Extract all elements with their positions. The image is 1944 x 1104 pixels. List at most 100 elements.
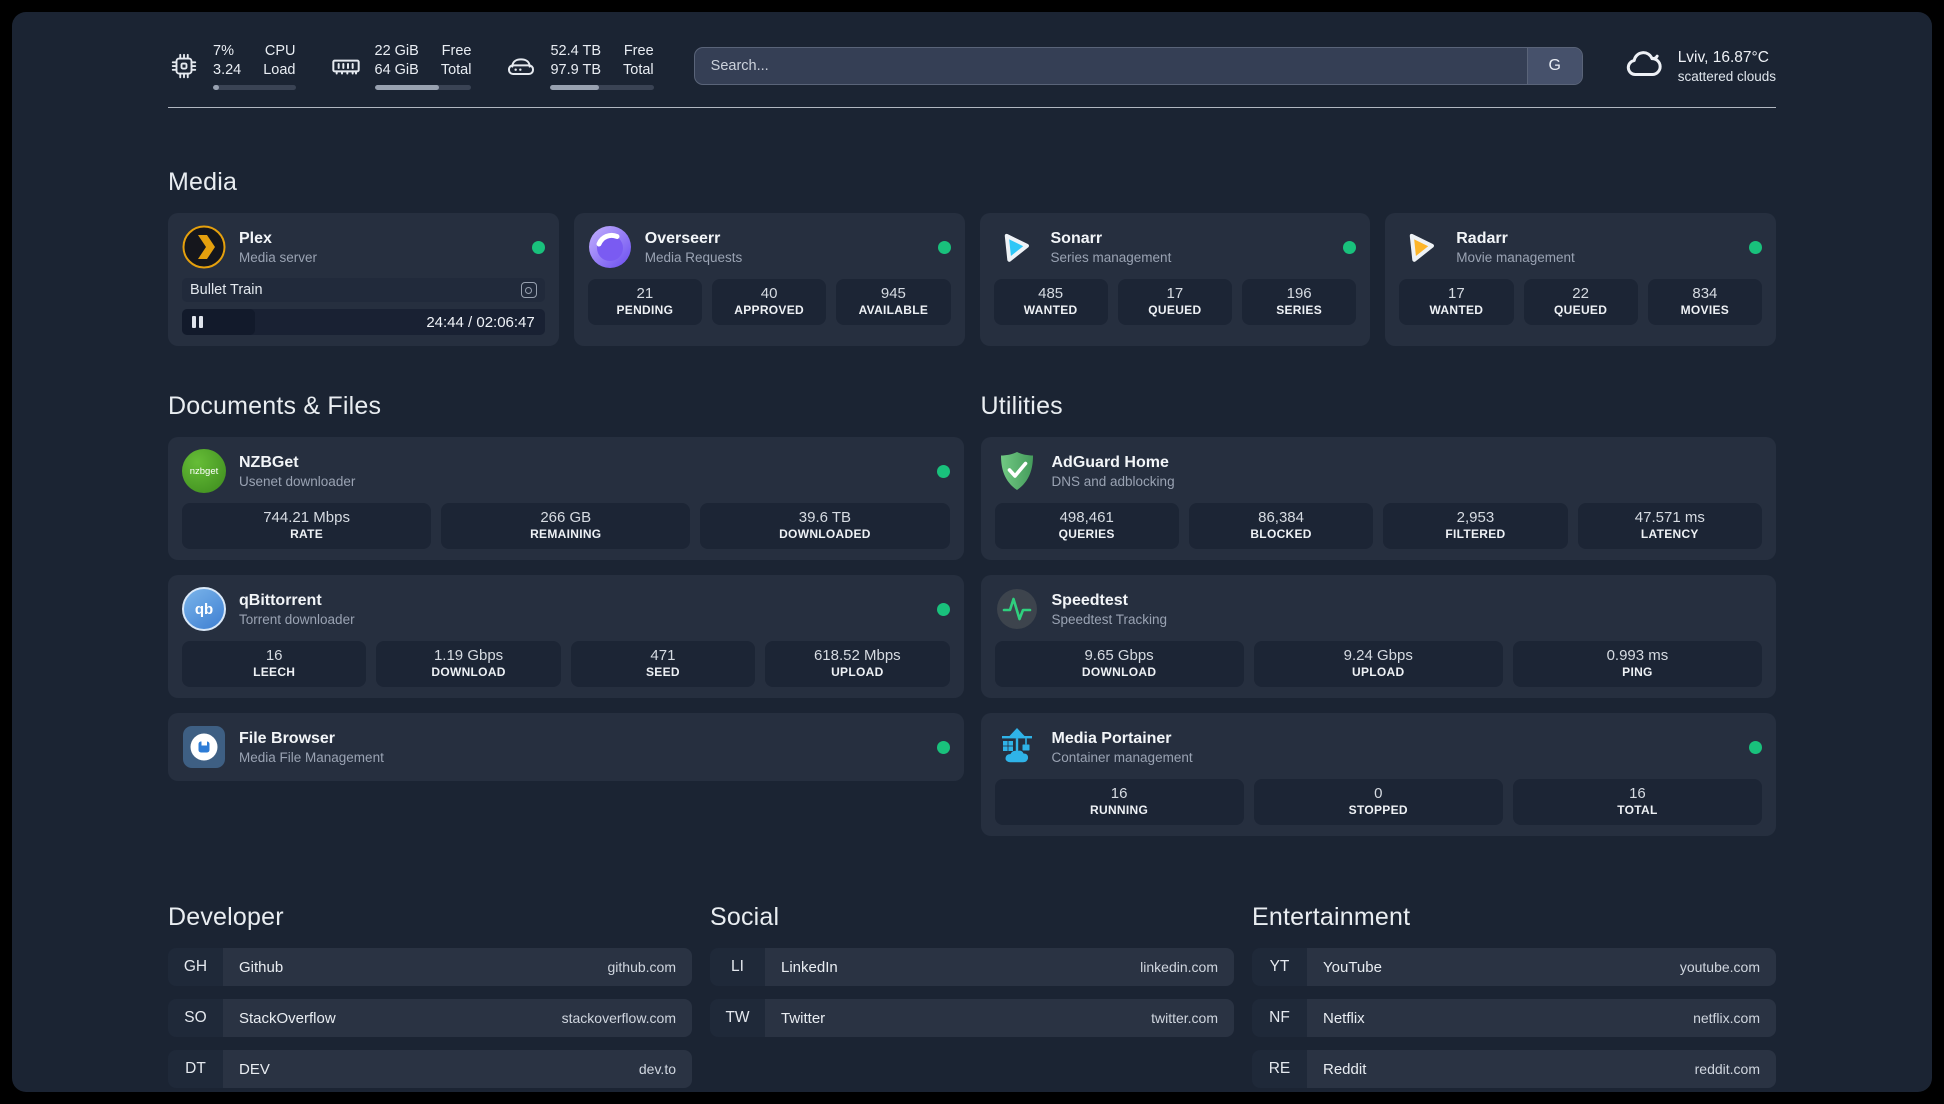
ram-total-value: 64 GiB [374, 62, 419, 79]
app-subtitle: Movie management [1456, 249, 1575, 265]
app-name: Speedtest [1051, 591, 1128, 609]
status-dot [936, 602, 950, 616]
bookmark-abbr: RE [1252, 1050, 1307, 1089]
player-progress-bar[interactable]: 24:44 / 02:06:47 [182, 309, 545, 336]
bookmark-name: Netflix [1323, 1009, 1365, 1027]
overseerr-icon [588, 225, 632, 269]
disk-icon [505, 50, 537, 82]
bookmark-name: Github [239, 958, 284, 976]
sonarr-icon [994, 225, 1038, 269]
app-subtitle: Container management [1051, 749, 1193, 765]
search-engine-button[interactable]: G [1526, 48, 1582, 85]
status-dot [531, 240, 545, 254]
qbittorrent-icon: qb [182, 587, 226, 632]
search-bar: G [693, 47, 1583, 86]
bookmark-linkedin[interactable]: LI LinkedIn linkedin.com [710, 948, 1234, 987]
section-utilities: Utilities AdGuard Home DNS and [980, 392, 1776, 851]
app-card-sonarr[interactable]: Sonarr Series management 485 WANTED 17 Q… [979, 213, 1371, 347]
app-name: qBittorrent [239, 591, 322, 609]
stat-leech: 16 LEECH [182, 641, 367, 688]
stat-latency: 47.571 ms LATENCY [1577, 503, 1762, 550]
bookmark-abbr: NF [1252, 999, 1307, 1038]
search-input[interactable] [694, 48, 1527, 85]
ram-free-value: 22 GiB [374, 43, 419, 59]
stats-row: 21 PENDING 40 APPROVED 945 AVAILABLE [587, 279, 951, 326]
section-title-media: Media [168, 168, 238, 197]
bookmark-url: dev.to [638, 1061, 676, 1078]
stat-ping: 0.993 ms PING [1512, 641, 1763, 688]
bookmark-netflix[interactable]: NF Netflix netflix.com [1252, 999, 1776, 1038]
bookmark-url: stackoverflow.com [561, 1010, 676, 1027]
app-card-radarr[interactable]: Radarr Movie management 17 WANTED 22 QUE… [1385, 213, 1776, 347]
stats-row: 16 LEECH 1.19 Gbps DOWNLOAD 471 SEED 618… [182, 641, 950, 688]
stat-wanted: 17 WANTED [1399, 279, 1514, 326]
cpu-progress-fill [213, 85, 219, 91]
stat-series: 196 SERIES [1242, 279, 1357, 326]
app-card-speedtest[interactable]: Speedtest Speedtest Tracking 9.65 Gbps D… [980, 575, 1776, 699]
app-card-nzbget[interactable]: nzbget NZBGet Usenet downloader 744.21 M… [168, 437, 964, 561]
app-name: AdGuard Home [1051, 453, 1169, 471]
section-entertainment: Entertainment YT YouTube youtube.com NF … [1252, 903, 1776, 1092]
weather-condition: scattered clouds [1677, 68, 1776, 84]
nzbget-icon-text: nzbget [189, 465, 219, 477]
status-dot [1749, 240, 1762, 254]
app-name: Overseerr [644, 229, 721, 247]
app-name: Media Portainer [1051, 729, 1172, 747]
stat-seed: 471 SEED [570, 641, 756, 688]
stat-rate: 744.21 Mbps RATE [182, 503, 432, 550]
disk-total-label: Total [623, 62, 654, 79]
bookmark-stackoverflow[interactable]: SO StackOverflow stackoverflow.com [168, 999, 692, 1038]
app-card-qbittorrent[interactable]: qb qBittorrent Torrent downloader 16 LEE… [168, 575, 964, 699]
weather-location-temp: Lviv, 16.87°C [1677, 48, 1769, 66]
disk-values: 52.4 TB 97.9 TB [550, 42, 601, 80]
disk-free-value: 52.4 TB [550, 43, 602, 59]
section-title-documents: Documents & Files [168, 392, 382, 421]
app-card-plex[interactable]: Plex Media server Bullet Train 24:44 / 0… [168, 213, 559, 347]
now-playing-row: Bullet Train [182, 278, 545, 303]
section-documents: Documents & Files nzbget NZBGet Usenet d… [168, 392, 964, 796]
system-stats: 7% 3.24 CPU Load [168, 42, 654, 91]
bookmark-twitter[interactable]: TW Twitter twitter.com [710, 999, 1234, 1038]
cpu-progress-track [213, 85, 296, 91]
bookmark-abbr: LI [710, 948, 765, 987]
app-card-filebrowser[interactable]: File Browser Media File Management [168, 713, 964, 782]
app-card-portainer[interactable]: Media Portainer Container management 16 … [980, 713, 1776, 837]
app-subtitle: Media File Management [239, 749, 384, 765]
stats-row: 498,461 QUERIES 86,384 BLOCKED 2,953 FIL… [994, 503, 1762, 550]
app-subtitle: Torrent downloader [239, 611, 355, 627]
bookmark-dev[interactable]: DT DEV dev.to [168, 1050, 692, 1089]
cpu-labels: CPU Load [263, 42, 295, 80]
stat-stopped: 0 STOPPED [1253, 779, 1503, 826]
bookmark-url: youtube.com [1679, 959, 1760, 976]
pause-icon[interactable] [192, 316, 203, 329]
app-subtitle: Media Requests [644, 249, 743, 265]
player-time: 24:44 / 02:06:47 [426, 313, 535, 331]
portainer-icon [995, 725, 1039, 769]
bookmark-github[interactable]: GH Github github.com [168, 948, 692, 987]
stat-queries: 498,461 QUERIES [994, 503, 1179, 550]
cpu-values: 7% 3.24 [213, 42, 241, 80]
bookmark-youtube[interactable]: YT YouTube youtube.com [1252, 948, 1776, 987]
cpu-widget: 7% 3.24 CPU Load [168, 42, 296, 91]
app-card-overseerr[interactable]: Overseerr Media Requests 21 PENDING 40 A… [573, 213, 965, 347]
app-name: Plex [239, 229, 272, 247]
bookmark-url: netflix.com [1693, 1010, 1760, 1027]
app-name: NZBGet [239, 453, 299, 471]
bookmark-name: DEV [239, 1060, 270, 1078]
stat-filtered: 2,953 FILTERED [1383, 503, 1568, 550]
section-social: Social LI LinkedIn linkedin.com TW Twitt… [710, 903, 1234, 1050]
section-media: Media Plex Media server [168, 168, 1776, 347]
stat-available: 945 AVAILABLE [836, 279, 951, 326]
bookmark-name: Twitter [781, 1009, 826, 1027]
filebrowser-icon [182, 725, 226, 769]
stat-download: 1.19 Gbps DOWNLOAD [376, 641, 561, 688]
bookmark-name: Reddit [1323, 1060, 1367, 1078]
stat-upload: 618.52 Mbps UPLOAD [765, 641, 950, 688]
bookmark-reddit[interactable]: RE Reddit reddit.com [1252, 1050, 1776, 1089]
player-expand-icon[interactable] [520, 282, 537, 299]
bookmark-url: github.com [607, 959, 676, 976]
app-card-adguard[interactable]: AdGuard Home DNS and adblocking 498,461 … [980, 437, 1776, 561]
weather-widget: Lviv, 16.87°C scattered clouds [1623, 43, 1776, 90]
stat-queued: 17 QUEUED [1117, 279, 1232, 326]
now-playing-title: Bullet Train [190, 282, 263, 299]
